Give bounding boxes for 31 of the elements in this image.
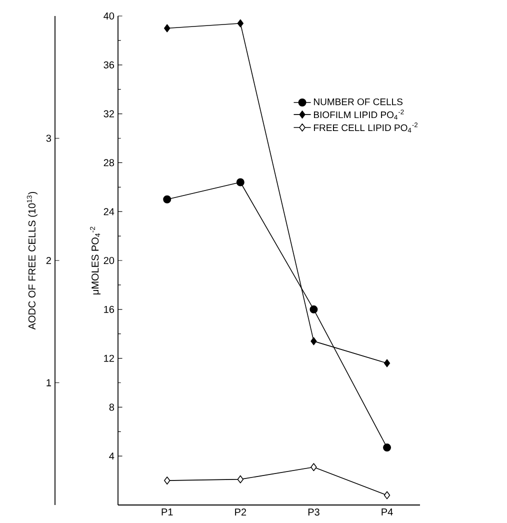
y-tick-label: 36 — [104, 61, 114, 68]
point — [164, 24, 170, 32]
y-tick-label: 8 — [109, 404, 114, 411]
point — [383, 444, 392, 452]
x-tick-label: P2 — [235, 508, 246, 516]
y-tick-label: 32 — [104, 110, 114, 118]
point — [237, 475, 244, 484]
y-tick-label: 24 — [104, 208, 114, 216]
point — [384, 491, 390, 500]
point — [164, 476, 170, 485]
y-tick-label: 16 — [104, 306, 114, 313]
point — [237, 19, 244, 28]
y2-tick-label: 3 — [46, 134, 52, 142]
x-tick-label: P1 — [162, 508, 173, 516]
y-tick-label: 12 — [104, 354, 114, 362]
x-tick-label: P3 — [308, 508, 320, 516]
y-tick-label: 40 — [104, 12, 114, 20]
y2-tick-label: 2 — [46, 257, 51, 264]
point — [310, 337, 317, 346]
x-tick-label: P4 — [382, 508, 393, 516]
legend-label: NUMBER OF CELLS — [314, 98, 403, 106]
y2-tick-label: 1 — [46, 379, 51, 386]
point — [310, 463, 317, 472]
point — [384, 359, 390, 368]
point — [310, 305, 318, 314]
point — [236, 178, 244, 186]
y-tick-label: 20 — [104, 256, 114, 264]
y-tick-label: 28 — [104, 159, 114, 166]
y2-axis-title: AODC OF FREE CELLS (10$^{13}$) — [26, 192, 38, 330]
y-tick-label: 4 — [109, 452, 114, 460]
point — [163, 195, 172, 204]
